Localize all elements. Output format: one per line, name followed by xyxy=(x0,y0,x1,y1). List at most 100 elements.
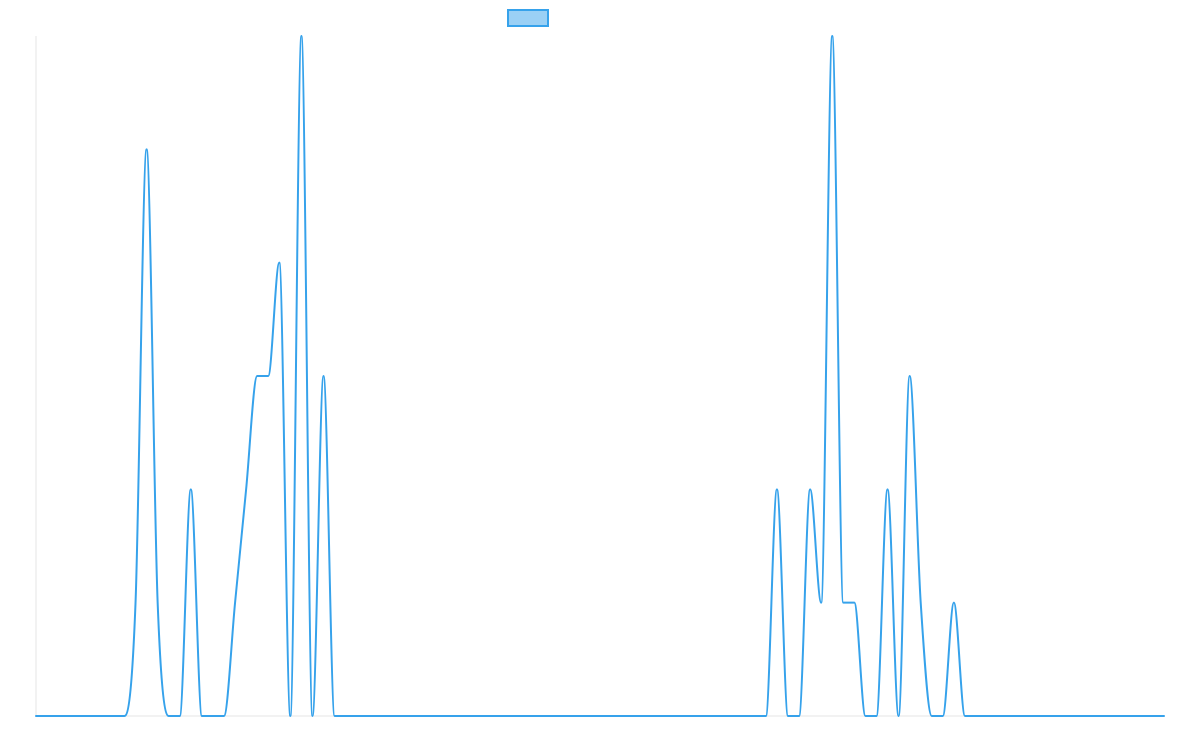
data-point[interactable] xyxy=(298,33,304,39)
data-point[interactable] xyxy=(88,713,94,719)
data-point[interactable] xyxy=(984,713,990,719)
data-point[interactable] xyxy=(840,600,846,606)
data-point[interactable] xyxy=(652,713,658,719)
data-point[interactable] xyxy=(232,600,238,606)
data-point[interactable] xyxy=(752,713,758,719)
data-point[interactable] xyxy=(276,260,282,266)
data-point[interactable] xyxy=(1061,713,1067,719)
legend-swatch[interactable] xyxy=(507,9,549,27)
data-point[interactable] xyxy=(1084,713,1090,719)
data-point[interactable] xyxy=(1161,713,1167,719)
data-point[interactable] xyxy=(586,713,592,719)
data-point[interactable] xyxy=(885,486,891,492)
data-point[interactable] xyxy=(951,600,957,606)
data-point[interactable] xyxy=(188,486,194,492)
data-point[interactable] xyxy=(918,600,924,606)
data-point[interactable] xyxy=(243,486,249,492)
data-point[interactable] xyxy=(940,713,946,719)
legend[interactable] xyxy=(507,9,549,27)
data-point[interactable] xyxy=(719,713,725,719)
data-point[interactable] xyxy=(929,713,935,719)
data-point[interactable] xyxy=(332,713,338,719)
data-point[interactable] xyxy=(763,713,769,719)
data-point[interactable] xyxy=(321,373,327,379)
data-point[interactable] xyxy=(1150,713,1156,719)
data-point[interactable] xyxy=(55,713,61,719)
data-point[interactable] xyxy=(1017,713,1023,719)
data-point[interactable] xyxy=(697,713,703,719)
data-point[interactable] xyxy=(564,713,570,719)
data-point[interactable] xyxy=(851,600,857,606)
data-point[interactable] xyxy=(486,713,492,719)
data-point[interactable] xyxy=(497,713,503,719)
data-point[interactable] xyxy=(365,713,371,719)
data-point[interactable] xyxy=(77,713,83,719)
data-point[interactable] xyxy=(597,713,603,719)
data-point[interactable] xyxy=(265,373,271,379)
data-point[interactable] xyxy=(287,713,293,719)
data-point[interactable] xyxy=(431,713,437,719)
series-line[interactable] xyxy=(35,35,1165,717)
data-point[interactable] xyxy=(155,600,161,606)
data-point[interactable] xyxy=(818,600,824,606)
data-point[interactable] xyxy=(254,373,260,379)
data-point[interactable] xyxy=(608,713,614,719)
data-point[interactable] xyxy=(1039,713,1045,719)
data-point[interactable] xyxy=(1117,713,1123,719)
data-point[interactable] xyxy=(177,713,183,719)
data-point[interactable] xyxy=(685,713,691,719)
data-point[interactable] xyxy=(44,713,50,719)
data-point[interactable] xyxy=(166,713,172,719)
data-point[interactable] xyxy=(66,713,72,719)
data-point[interactable] xyxy=(741,713,747,719)
data-point[interactable] xyxy=(398,713,404,719)
data-point[interactable] xyxy=(387,713,393,719)
data-point[interactable] xyxy=(531,713,537,719)
data-point[interactable] xyxy=(962,713,968,719)
data-point[interactable] xyxy=(442,713,448,719)
data-point[interactable] xyxy=(708,713,714,719)
data-point[interactable] xyxy=(663,713,669,719)
data-point[interactable] xyxy=(1028,713,1034,719)
data-point[interactable] xyxy=(409,713,415,719)
data-point[interactable] xyxy=(674,713,680,719)
data-point[interactable] xyxy=(1128,713,1134,719)
data-point[interactable] xyxy=(1095,713,1101,719)
data-point[interactable] xyxy=(542,713,548,719)
data-point[interactable] xyxy=(354,713,360,719)
data-point[interactable] xyxy=(619,713,625,719)
data-point[interactable] xyxy=(630,713,636,719)
data-point[interactable] xyxy=(453,713,459,719)
data-point[interactable] xyxy=(110,713,116,719)
data-point[interactable] xyxy=(221,713,227,719)
data-point[interactable] xyxy=(575,713,581,719)
data-point[interactable] xyxy=(376,713,382,719)
data-point[interactable] xyxy=(907,373,913,379)
data-point[interactable] xyxy=(785,713,791,719)
data-point[interactable] xyxy=(641,713,647,719)
data-point[interactable] xyxy=(420,713,426,719)
data-point[interactable] xyxy=(343,713,349,719)
data-point[interactable] xyxy=(862,713,868,719)
data-point[interactable] xyxy=(995,713,1001,719)
data-point[interactable] xyxy=(1073,713,1079,719)
data-point[interactable] xyxy=(99,713,105,719)
data-point[interactable] xyxy=(121,713,127,719)
data-point[interactable] xyxy=(553,713,559,719)
data-point[interactable] xyxy=(1006,713,1012,719)
data-point[interactable] xyxy=(796,713,802,719)
data-point[interactable] xyxy=(1139,713,1145,719)
data-point[interactable] xyxy=(144,146,150,152)
data-point[interactable] xyxy=(33,713,39,719)
data-point[interactable] xyxy=(210,713,216,719)
data-point[interactable] xyxy=(464,713,470,719)
data-point[interactable] xyxy=(475,713,481,719)
data-point[interactable] xyxy=(807,486,813,492)
data-point[interactable] xyxy=(896,713,902,719)
data-point[interactable] xyxy=(133,600,139,606)
data-point[interactable] xyxy=(199,713,205,719)
data-point[interactable] xyxy=(1106,713,1112,719)
data-point[interactable] xyxy=(774,486,780,492)
data-point[interactable] xyxy=(509,713,515,719)
data-point[interactable] xyxy=(520,713,526,719)
